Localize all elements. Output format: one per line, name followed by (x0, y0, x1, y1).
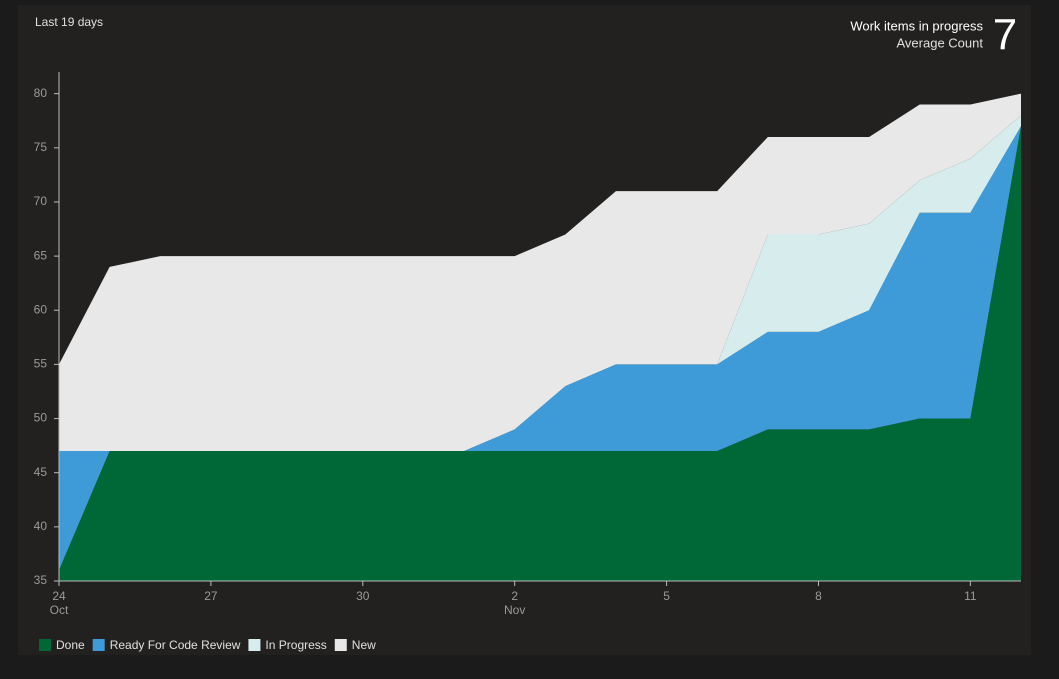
y-tick-label: 55 (34, 357, 48, 371)
x-tick-label: 5 (663, 589, 670, 603)
x-month-label: Nov (504, 603, 525, 617)
legend-label: In Progress (265, 638, 326, 652)
metric-subtitle: Average Count (897, 35, 984, 50)
range-label: Last 19 days (35, 15, 103, 29)
y-tick-label: 75 (34, 140, 48, 154)
x-tick-label: 24 (52, 589, 66, 603)
area (59, 126, 1021, 571)
legend-swatch (334, 639, 347, 651)
metric-title: Work items in progress (850, 18, 983, 33)
plot-area (59, 93, 1021, 581)
legend-swatch (248, 639, 261, 651)
legend-label: Done (56, 638, 85, 652)
x-tick-label: 30 (356, 589, 370, 603)
y-tick-label: 40 (34, 519, 48, 533)
y-tick-label: 65 (34, 248, 48, 262)
x-tick-label: 11 (964, 589, 977, 603)
legend-swatch (92, 639, 105, 651)
x-tick-label: 2 (511, 589, 518, 603)
x-tick-label: 27 (204, 589, 218, 603)
y-tick-label: 35 (34, 573, 48, 587)
legend-label: Ready For Code Review (110, 638, 241, 652)
legend-swatch (39, 639, 51, 651)
area (59, 93, 1021, 452)
y-tick-label: 70 (34, 194, 48, 208)
y-tick-label: 80 (34, 86, 48, 100)
legend-label: New (352, 638, 376, 652)
x-month-label: Oct (50, 603, 69, 617)
metric-value: 7 (993, 11, 1017, 60)
area (59, 115, 1021, 452)
y-tick-label: 45 (34, 465, 48, 479)
y-tick-label: 50 (34, 411, 48, 425)
x-tick-label: 8 (815, 589, 822, 603)
area (59, 126, 1021, 581)
y-tick-label: 60 (34, 302, 48, 316)
